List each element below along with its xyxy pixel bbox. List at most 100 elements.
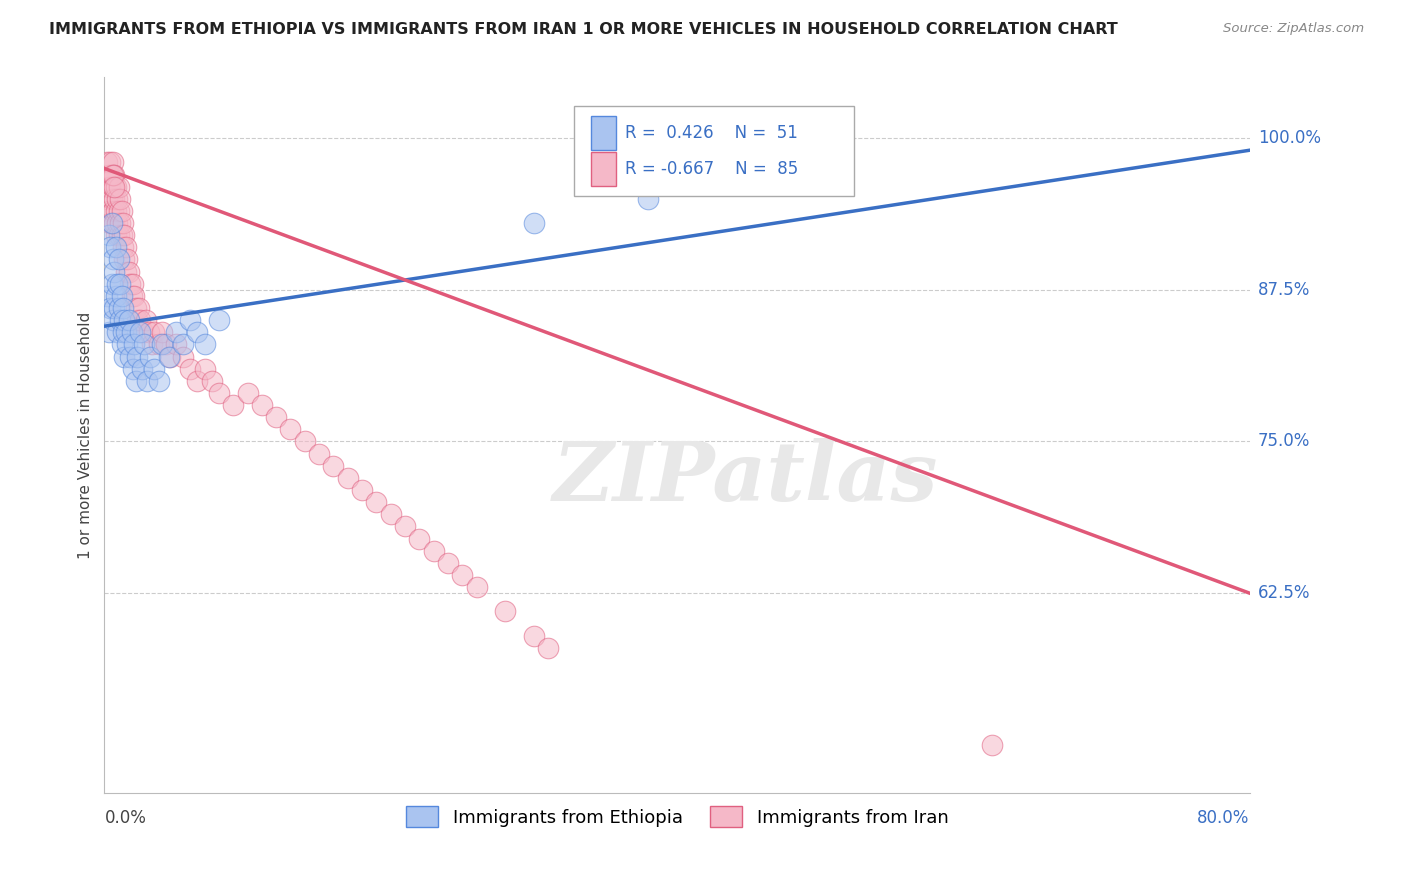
Point [97, 179, 120, 194]
Point [112, 313, 135, 327]
Point [104, 203, 127, 218]
Text: ZIPatlas: ZIPatlas [553, 438, 938, 518]
Point [422, 543, 444, 558]
Point [121, 289, 143, 303]
Point [155, 337, 177, 351]
Point [186, 374, 208, 388]
Point [121, 325, 143, 339]
Point [103, 301, 125, 315]
Point [222, 398, 245, 412]
Point [112, 350, 135, 364]
Point [129, 325, 152, 339]
Point [350, 483, 373, 497]
Point [124, 289, 146, 303]
Text: 62.5%: 62.5% [1258, 584, 1310, 602]
Point [250, 398, 273, 412]
Point [112, 252, 135, 267]
Point [115, 325, 138, 339]
Text: R = -0.667    N =  85: R = -0.667 N = 85 [626, 160, 799, 178]
Point [136, 374, 159, 388]
Point [105, 216, 128, 230]
Point [107, 179, 129, 194]
Text: 87.5%: 87.5% [1258, 281, 1310, 299]
Point [110, 289, 132, 303]
Point [179, 361, 201, 376]
Point [980, 738, 1002, 752]
Point [264, 410, 287, 425]
Point [186, 325, 208, 339]
Point [128, 301, 150, 315]
Point [112, 228, 135, 243]
Point [165, 337, 187, 351]
Point [107, 301, 129, 315]
Point [101, 203, 124, 218]
Point [118, 313, 141, 327]
Point [103, 179, 125, 194]
Point [150, 325, 173, 339]
Point [100, 277, 122, 291]
Point [101, 179, 124, 194]
Point [165, 325, 187, 339]
Point [100, 192, 122, 206]
Point [110, 228, 132, 243]
Point [127, 350, 149, 364]
Text: 80.0%: 80.0% [1197, 809, 1250, 827]
Legend: Immigrants from Ethiopia, Immigrants from Iran: Immigrants from Ethiopia, Immigrants fro… [398, 799, 956, 834]
Point [451, 568, 474, 582]
Point [138, 325, 160, 339]
Point [110, 203, 132, 218]
Text: Source: ZipAtlas.com: Source: ZipAtlas.com [1223, 22, 1364, 36]
Point [148, 374, 170, 388]
Point [98, 155, 121, 169]
Text: 75.0%: 75.0% [1258, 433, 1310, 450]
Text: 0.0%: 0.0% [104, 809, 146, 827]
Point [132, 325, 155, 339]
Point [194, 337, 217, 351]
Point [103, 216, 125, 230]
Point [105, 277, 128, 291]
Point [437, 556, 460, 570]
Point [107, 228, 129, 243]
Point [97, 203, 120, 218]
Point [97, 325, 120, 339]
Point [408, 532, 430, 546]
Point [96, 155, 118, 169]
Point [201, 374, 224, 388]
Text: R =  0.426    N =  51: R = 0.426 N = 51 [626, 124, 799, 143]
Point [97, 168, 120, 182]
Point [308, 447, 330, 461]
Point [194, 361, 217, 376]
Point [143, 325, 166, 339]
Point [135, 313, 157, 327]
Text: IMMIGRANTS FROM ETHIOPIA VS IMMIGRANTS FROM IRAN 1 OR MORE VEHICLES IN HOUSEHOLD: IMMIGRANTS FROM ETHIOPIA VS IMMIGRANTS F… [49, 22, 1118, 37]
Point [115, 264, 138, 278]
Point [105, 192, 128, 206]
Point [208, 385, 231, 400]
Point [179, 313, 201, 327]
Point [98, 240, 121, 254]
Point [98, 179, 121, 194]
Point [159, 350, 181, 364]
Point [117, 337, 139, 351]
Point [104, 240, 127, 254]
Point [103, 264, 125, 278]
Point [637, 192, 659, 206]
Point [111, 240, 134, 254]
Point [148, 337, 170, 351]
Point [103, 168, 125, 182]
Point [523, 216, 546, 230]
Point [131, 361, 153, 376]
Point [157, 350, 180, 364]
Point [120, 350, 142, 364]
Text: 100.0%: 100.0% [1258, 129, 1322, 147]
Point [172, 350, 194, 364]
Point [336, 471, 359, 485]
Point [98, 216, 121, 230]
Point [105, 325, 128, 339]
Point [101, 155, 124, 169]
Bar [591, 152, 616, 186]
Point [103, 192, 125, 206]
Point [380, 508, 402, 522]
Point [394, 519, 416, 533]
Point [124, 337, 146, 351]
